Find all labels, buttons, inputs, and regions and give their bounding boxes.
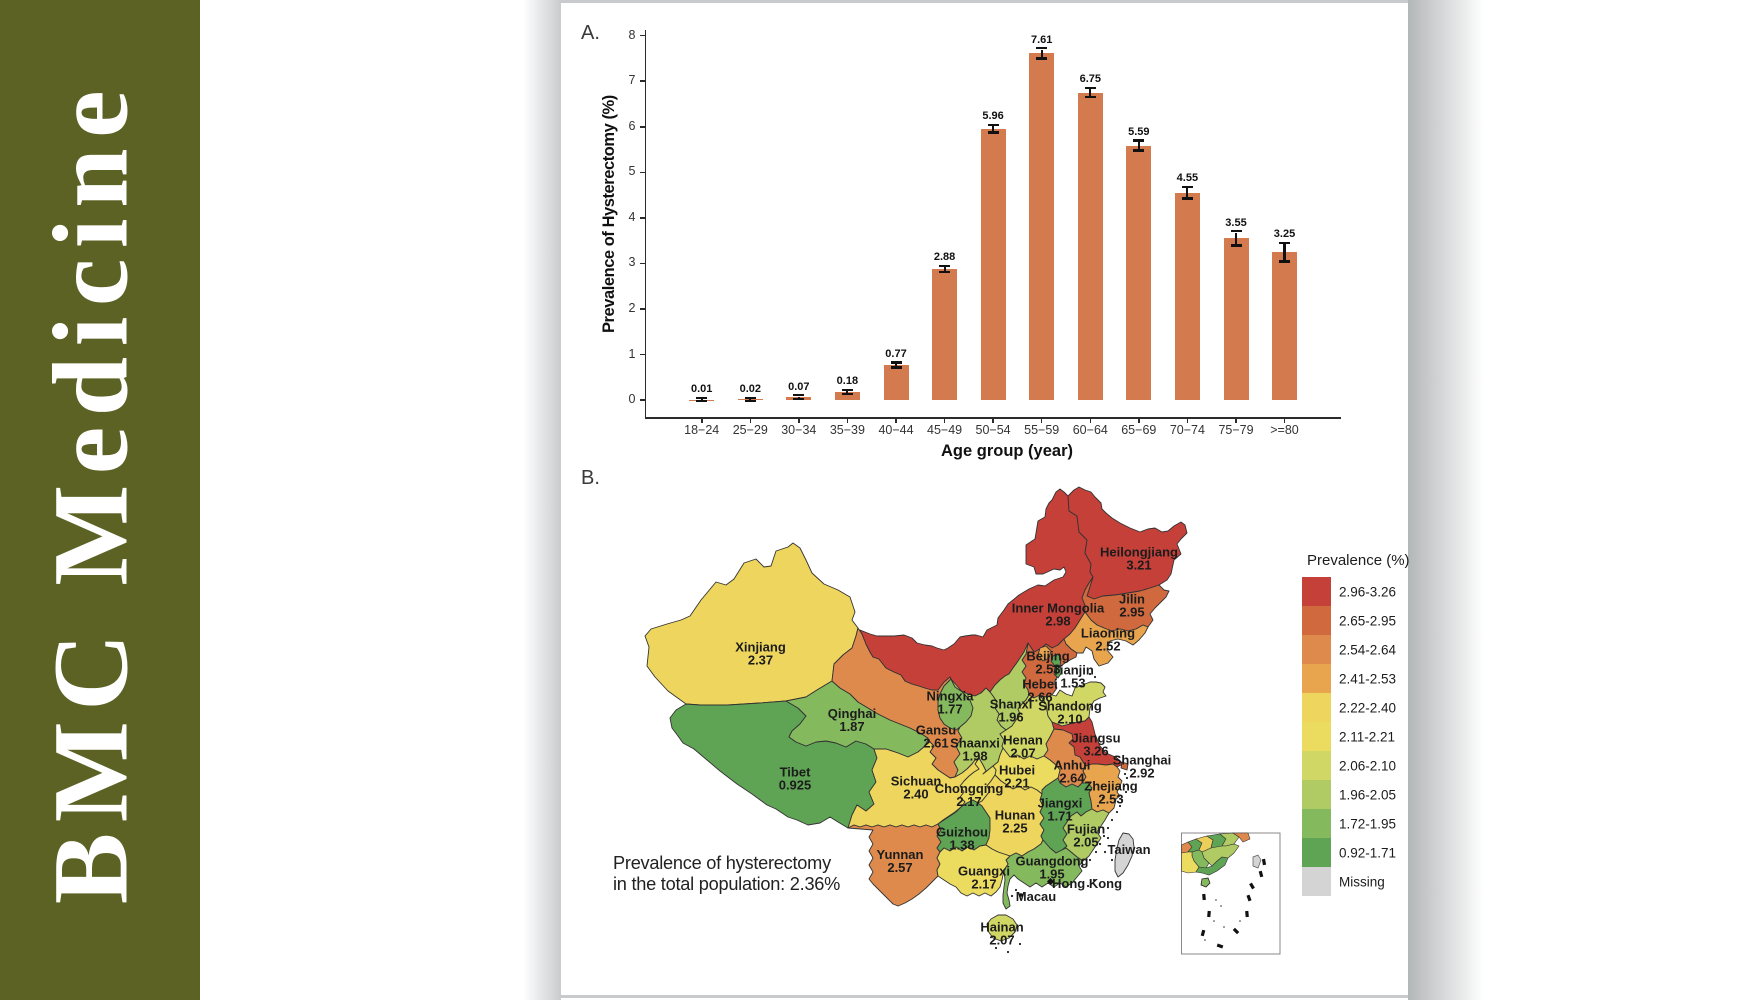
svg-text:Inner Mongolia: Inner Mongolia: [1012, 601, 1105, 616]
svg-text:Jiangxi: Jiangxi: [1038, 796, 1083, 811]
svg-text:Zhejiang: Zhejiang: [1084, 779, 1138, 794]
svg-text:Liaoning: Liaoning: [1081, 626, 1135, 641]
svg-text:2.41-2.53: 2.41-2.53: [1339, 672, 1396, 687]
svg-text:1.77: 1.77: [937, 702, 962, 717]
svg-text:Yunnan: Yunnan: [877, 847, 924, 862]
svg-text:1.95: 1.95: [1039, 867, 1064, 882]
svg-text:2.05: 2.05: [1073, 835, 1098, 850]
svg-text:Tibet: Tibet: [780, 765, 811, 780]
svg-text:Ningxia: Ningxia: [927, 689, 975, 704]
svg-text:1.71: 1.71: [1047, 809, 1072, 824]
svg-text:Hainan: Hainan: [980, 920, 1023, 935]
svg-text:2.07: 2.07: [1010, 746, 1035, 761]
svg-text:Prevalence (%): Prevalence (%): [1307, 552, 1410, 569]
svg-text:3.21: 3.21: [1126, 558, 1151, 573]
svg-text:2.25: 2.25: [1002, 821, 1027, 836]
svg-text:Guangdong: Guangdong: [1016, 854, 1089, 869]
svg-text:2.52: 2.52: [1095, 639, 1120, 654]
svg-text:2.40: 2.40: [903, 787, 928, 802]
svg-text:1.87: 1.87: [839, 719, 864, 734]
svg-text:2.17: 2.17: [956, 794, 981, 809]
svg-text:2.66: 2.66: [1027, 690, 1052, 705]
svg-text:2.64: 2.64: [1059, 771, 1085, 786]
svg-text:Hong Kong: Hong Kong: [1052, 876, 1122, 891]
svg-text:1.96-2.05: 1.96-2.05: [1339, 788, 1396, 803]
svg-text:Shaanxi: Shaanxi: [950, 736, 1000, 751]
svg-text:Guangxi: Guangxi: [958, 864, 1010, 879]
svg-text:Xinjiang: Xinjiang: [735, 640, 786, 655]
svg-text:0.92-1.71: 0.92-1.71: [1339, 846, 1396, 861]
svg-text:2.17: 2.17: [971, 877, 996, 892]
svg-text:2.95: 2.95: [1119, 605, 1144, 620]
svg-text:1.38: 1.38: [949, 838, 974, 853]
svg-text:1.53: 1.53: [1060, 676, 1085, 691]
svg-text:Shandong: Shandong: [1038, 699, 1102, 714]
svg-text:2.06-2.10: 2.06-2.10: [1339, 759, 1396, 774]
svg-text:Hubei: Hubei: [999, 763, 1035, 778]
svg-text:Shanghai: Shanghai: [1113, 753, 1172, 768]
svg-text:1.72-1.95: 1.72-1.95: [1339, 817, 1396, 832]
svg-text:2.96-3.26: 2.96-3.26: [1339, 585, 1396, 600]
svg-text:Anhui: Anhui: [1054, 758, 1091, 773]
svg-text:Gansu: Gansu: [916, 723, 957, 738]
svg-text:Missing: Missing: [1339, 875, 1385, 890]
svg-text:2.92: 2.92: [1129, 766, 1154, 781]
svg-text:Shanxi: Shanxi: [990, 697, 1033, 712]
svg-text:Hunan: Hunan: [995, 808, 1036, 823]
svg-text:3.26: 3.26: [1083, 744, 1108, 759]
svg-text:Jiangsu: Jiangsu: [1071, 731, 1120, 746]
svg-text:Macau: Macau: [1016, 889, 1057, 904]
svg-text:2.54-2.64: 2.54-2.64: [1339, 643, 1397, 658]
svg-text:Henan: Henan: [1003, 733, 1043, 748]
svg-text:Guizhou: Guizhou: [936, 825, 988, 840]
svg-text:Sichuan: Sichuan: [891, 774, 942, 789]
svg-text:Chongqing: Chongqing: [935, 781, 1004, 796]
svg-text:Tianjin: Tianjin: [1052, 663, 1094, 678]
svg-text:2.65-2.95: 2.65-2.95: [1339, 614, 1396, 629]
svg-text:1.98: 1.98: [962, 749, 987, 764]
svg-text:Heilongjiang: Heilongjiang: [1100, 545, 1178, 560]
svg-text:2.53: 2.53: [1035, 662, 1060, 677]
svg-text:Beijing: Beijing: [1026, 649, 1069, 664]
svg-text:2.11-2.21: 2.11-2.21: [1339, 730, 1395, 745]
svg-text:2.21: 2.21: [1004, 776, 1029, 791]
svg-text:2.37: 2.37: [748, 653, 773, 668]
svg-text:2.61: 2.61: [923, 736, 948, 751]
svg-text:0.925: 0.925: [779, 778, 812, 793]
svg-text:2.07: 2.07: [989, 933, 1014, 948]
svg-text:2.10: 2.10: [1057, 712, 1082, 727]
svg-text:2.53: 2.53: [1098, 792, 1123, 807]
svg-text:2.22-2.40: 2.22-2.40: [1339, 701, 1396, 716]
svg-text:Jilin: Jilin: [1119, 592, 1145, 607]
svg-text:1.96: 1.96: [998, 710, 1023, 725]
svg-text:2.98: 2.98: [1045, 614, 1070, 629]
svg-text:2.57: 2.57: [887, 860, 912, 875]
svg-text:Qinghai: Qinghai: [828, 706, 876, 721]
svg-text:Taiwan: Taiwan: [1107, 842, 1150, 857]
svg-text:Fujian: Fujian: [1067, 822, 1105, 837]
svg-text:Hebei: Hebei: [1022, 677, 1057, 692]
